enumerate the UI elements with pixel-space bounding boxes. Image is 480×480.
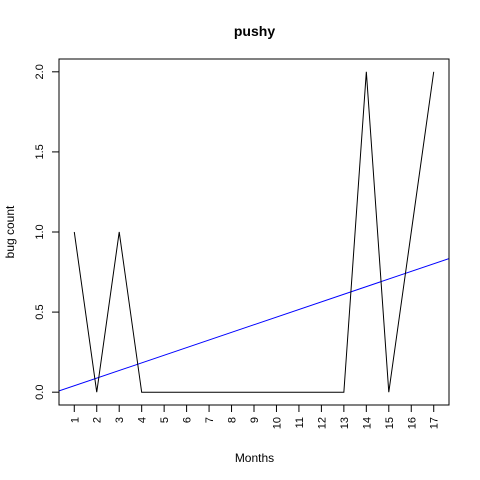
x-tick-label: 17	[429, 417, 441, 429]
y-axis-label: bug count	[3, 205, 17, 258]
y-tick-label: 0.0	[34, 385, 46, 400]
series-line	[73, 71, 435, 393]
x-tick-label: 6	[182, 417, 194, 423]
x-tick-label: 4	[137, 417, 149, 423]
trend-line	[59, 258, 449, 392]
x-tick-label: 1	[69, 417, 81, 423]
x-tick-label: 10	[271, 417, 283, 429]
x-tick-label: 11	[294, 417, 306, 428]
x-tick-label: 3	[114, 417, 126, 423]
x-tick-label: 5	[159, 417, 171, 423]
x-tick-label: 8	[227, 417, 239, 423]
x-tick-label: 15	[384, 417, 396, 429]
x-tick-label: 12	[316, 417, 328, 429]
y-tick-label: 1.5	[34, 144, 46, 159]
y-tick-label: 0.5	[34, 304, 46, 319]
x-tick-label: 16	[406, 417, 418, 429]
x-tick-label: 13	[339, 417, 351, 429]
x-tick-label: 9	[249, 417, 261, 423]
x-axis-ticks: 1 2 3 4 5 6 7 8 9 10 11 12 13 14 15 16 17	[69, 405, 441, 429]
chart-title: pushy	[234, 23, 275, 39]
y-axis-ticks: 0.0 0.5 1.0 1.5 2.0	[34, 64, 59, 400]
x-tick-label: 7	[204, 417, 216, 423]
y-tick-label: 1.0	[34, 224, 46, 239]
y-tick-label: 2.0	[34, 64, 46, 79]
x-axis-label: Months	[235, 451, 274, 465]
x-tick-label: 2	[92, 417, 104, 423]
x-tick-label: 14	[361, 417, 373, 429]
plot-frame	[58, 58, 450, 406]
